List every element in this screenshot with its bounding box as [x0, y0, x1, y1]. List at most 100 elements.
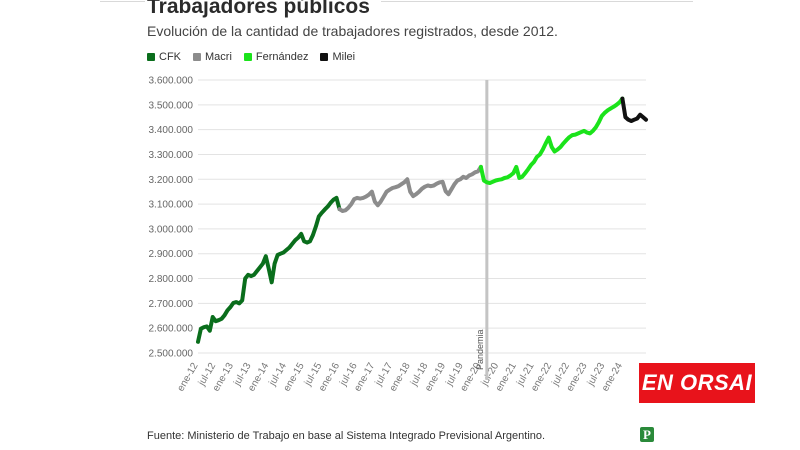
data-point: [555, 147, 560, 152]
data-point: [644, 118, 648, 122]
data-point: [538, 152, 542, 157]
pandemic-label: Pandemia: [475, 329, 485, 370]
source-note: Fuente: Ministerio de Trabajo en base al…: [147, 430, 546, 442]
data-point: [514, 165, 518, 169]
data-point: [390, 186, 395, 190]
data-point: [293, 238, 297, 242]
legend-swatch-cfk: [147, 53, 155, 61]
legend-item-macri[interactable]: Macri: [193, 51, 232, 63]
data-point: [320, 211, 324, 215]
data-point: [591, 129, 595, 133]
data-point: [638, 113, 642, 117]
data-point: [473, 170, 477, 174]
data-point: [243, 276, 247, 281]
data-point: [576, 131, 580, 135]
data-point: [485, 180, 489, 184]
data-point: [443, 189, 448, 193]
data-point: [278, 252, 283, 256]
data-point: [564, 138, 569, 142]
legend-swatch-fernandez: [243, 53, 252, 61]
data-point: [517, 176, 521, 180]
data-point: [570, 133, 574, 137]
data-point: [479, 165, 483, 169]
data-point: [284, 248, 289, 252]
data-point: [600, 114, 604, 118]
data-point: [311, 233, 315, 237]
data-point: [199, 327, 203, 331]
data-point: [376, 203, 380, 207]
data-point: [511, 171, 515, 175]
data-point: [337, 207, 342, 211]
data-point: [582, 129, 586, 133]
data-point: [449, 187, 454, 191]
data-point: [579, 130, 583, 134]
data-point: [346, 206, 350, 210]
data-point: [355, 196, 359, 200]
data-point: [275, 253, 280, 257]
data-point: [258, 265, 262, 269]
data-point: [626, 118, 630, 122]
data-point: [438, 180, 442, 184]
data-point: [331, 198, 336, 202]
legend-item-cfk[interactable]: CFK: [147, 51, 181, 63]
legend-label-macri: Macri: [205, 51, 232, 63]
data-point: [237, 301, 241, 305]
data-point: [367, 193, 371, 197]
data-point: [255, 269, 259, 273]
data-point: [305, 240, 309, 245]
data-point: [505, 175, 510, 179]
data-point: [370, 190, 374, 194]
data-point: [617, 100, 622, 104]
data-point: [364, 195, 368, 199]
data-point: [497, 178, 501, 182]
data-point: [620, 97, 625, 101]
data-point: [585, 131, 589, 135]
data-point: [429, 184, 433, 188]
data-point: [553, 149, 557, 154]
data-point: [352, 197, 356, 201]
data-point: [603, 111, 607, 115]
data-point: [609, 106, 613, 111]
chart-subtitle: Evolución de la cantidad de trabajadores…: [147, 23, 558, 39]
y-tick-label: 3.600.000: [149, 76, 194, 87]
data-point: [228, 305, 233, 309]
data-point: [281, 250, 286, 255]
data-point: [329, 201, 333, 205]
data-point: [302, 239, 306, 243]
data-point: [222, 313, 227, 317]
data-point: [464, 176, 468, 180]
data-point: [249, 274, 253, 278]
legend-swatch-macri: [193, 53, 201, 61]
y-tick-label: 3.500.000: [149, 100, 194, 111]
data-point: [399, 182, 403, 186]
data-point: [387, 188, 392, 192]
y-tick-label: 3.100.000: [149, 200, 194, 211]
data-point: [426, 183, 430, 188]
data-point: [488, 181, 492, 185]
data-point: [573, 133, 577, 137]
legend-item-milei[interactable]: Milei: [320, 51, 355, 63]
data-point: [290, 242, 294, 246]
data-point: [476, 169, 480, 173]
data-point: [349, 202, 353, 206]
data-point: [635, 116, 639, 121]
y-tick-label: 2.500.000: [149, 349, 194, 360]
data-point: [597, 120, 601, 124]
data-point: [361, 196, 365, 200]
data-point: [529, 163, 533, 167]
data-point: [541, 147, 545, 152]
data-point: [446, 192, 451, 196]
data-point: [567, 135, 571, 139]
data-point: [420, 187, 424, 191]
data-point: [441, 180, 445, 184]
data-point: [358, 197, 362, 201]
legend-item-fernandez[interactable]: Fernández: [243, 51, 308, 63]
data-point: [561, 141, 566, 145]
data-point: [219, 317, 224, 321]
data-point: [632, 118, 636, 122]
data-point: [314, 224, 318, 229]
y-tick-label: 2.600.000: [149, 324, 194, 335]
chart-title: Trabajadores públicos: [147, 0, 370, 18]
y-tick-label: 3.000.000: [149, 224, 194, 235]
